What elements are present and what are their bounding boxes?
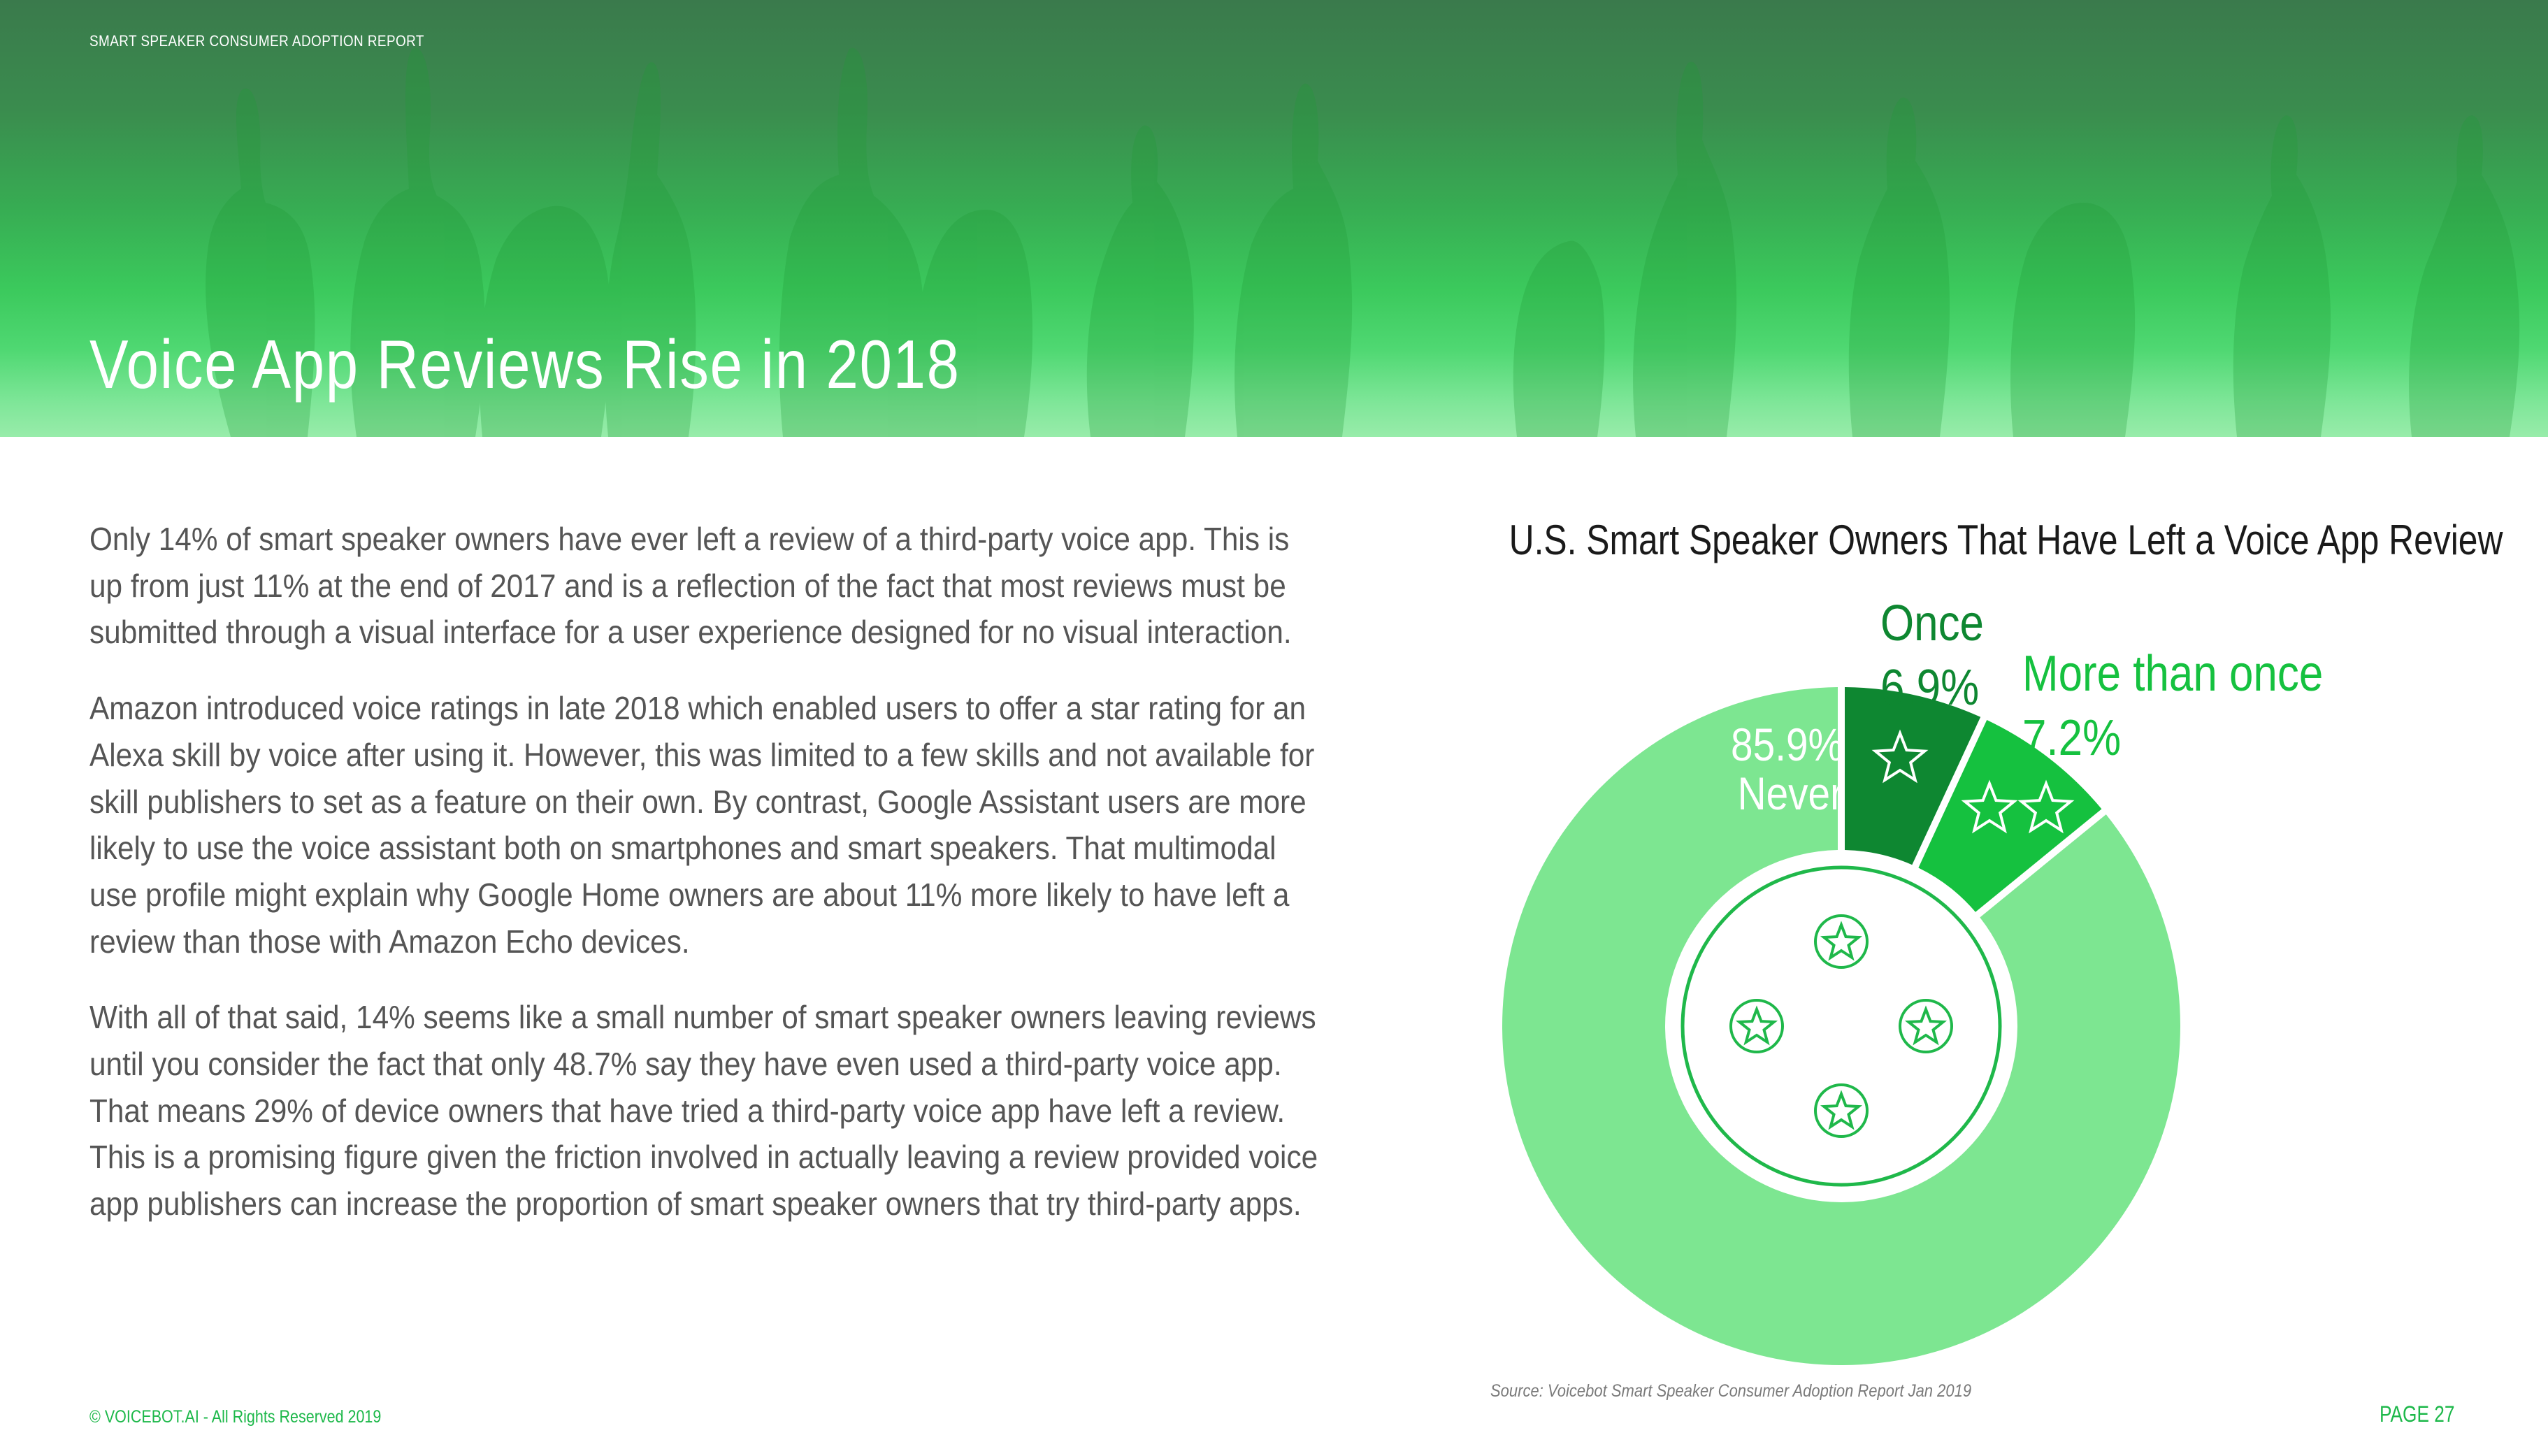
star-icon [1871, 729, 1929, 784]
label-more-than-once: More than once 7.2% [2022, 642, 2323, 770]
label-never: 85.9% Never [1698, 720, 1843, 818]
thumbs-up-hands-background [206, 48, 2520, 437]
label-more-value: 7.2% [2022, 710, 2122, 766]
star-icon [1820, 1090, 1863, 1130]
inner-ring [1680, 865, 2002, 1187]
slice-stars [1871, 729, 2075, 834]
center-star-badges [1729, 914, 1953, 1138]
page-number: PAGE 27 [2380, 1401, 2455, 1427]
star-icon [1820, 921, 1863, 961]
label-once: Once 6.9% [1880, 591, 1984, 720]
star-icon [2017, 779, 2075, 834]
star-badge-icon [1814, 914, 1869, 969]
donut-slice-never [1502, 687, 2181, 1366]
footer-copyright: © VOICEBOT.AI - All Rights Reserved 2019 [89, 1407, 382, 1427]
star-icon [1735, 1005, 1778, 1046]
page-title: Voice App Reviews Rise in 2018 [89, 326, 960, 403]
report-label: SMART SPEAKER CONSUMER ADOPTION REPORT [89, 32, 424, 50]
chart-source: Source: Voicebot Smart Speaker Consumer … [1490, 1381, 1972, 1401]
chart-title: U.S. Smart Speaker Owners That Have Left… [1407, 516, 2503, 564]
body-paragraph: Amazon introduced voice ratings in late … [89, 690, 1315, 960]
star-badge-icon [1729, 999, 1784, 1053]
label-once-name: Once [1880, 596, 1985, 651]
donut-slice-once [1844, 687, 1981, 865]
label-more-name: More than once [2022, 646, 2324, 702]
donut-slices [1502, 687, 2181, 1366]
star-badge-icon [1899, 999, 1953, 1053]
star-icon [1904, 1005, 1948, 1046]
label-never-value: 85.9% [1731, 719, 1843, 770]
body-paragraph: Only 14% of smart speaker owners have ev… [89, 521, 1292, 651]
label-once-value: 6.9% [1880, 660, 1980, 716]
star-badge-icon [1814, 1083, 1869, 1138]
donut-slice-more-than-once [1918, 719, 2102, 912]
body-paragraph: With all of that said, 14% seems like a … [89, 999, 1318, 1223]
label-never-name: Never [1737, 767, 1843, 819]
chart-title-text: U.S. Smart Speaker Owners That Have Left… [1509, 517, 2503, 563]
header-banner: SMART SPEAKER CONSUMER ADOPTION REPORT V… [0, 0, 2548, 437]
star-icon [1961, 779, 2018, 834]
body-text-column: Only 14% of smart speaker owners have ev… [89, 516, 1334, 1257]
